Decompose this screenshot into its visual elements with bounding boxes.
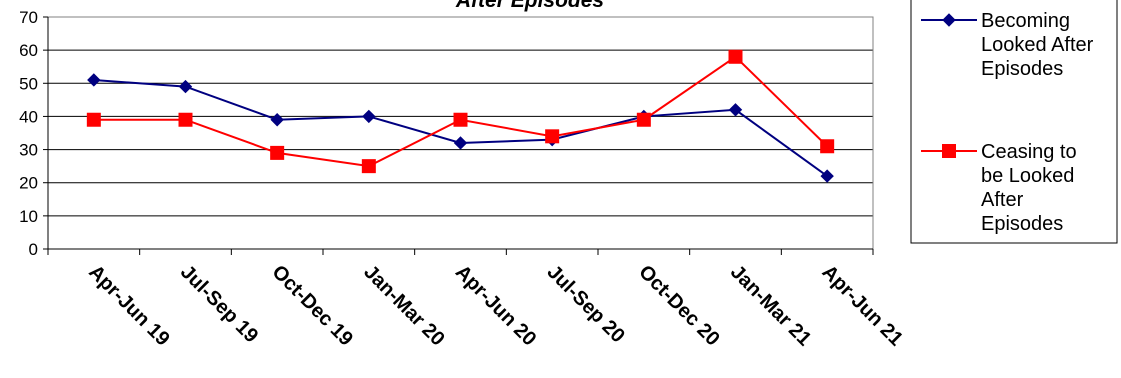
y-tick-label: 10	[19, 207, 38, 226]
y-tick-label: 70	[19, 8, 38, 27]
data-point	[178, 112, 193, 127]
legend-label: Ceasing to	[981, 141, 1077, 163]
data-point	[362, 109, 376, 124]
y-tick-label: 30	[19, 141, 38, 160]
x-tick-label: Jan-Mar 20	[359, 261, 448, 350]
gridlines	[48, 49, 873, 217]
legend-label: After	[981, 189, 1024, 211]
x-tick-label: Oct-Dec 19	[268, 261, 357, 350]
legend-marker	[942, 13, 956, 27]
y-tick-label: 20	[19, 174, 38, 193]
series-layer	[86, 49, 835, 183]
x-tick-label: Apr-Jun 20	[451, 261, 540, 350]
legend-label: Episodes	[981, 58, 1063, 80]
data-point	[636, 112, 651, 127]
data-point	[820, 139, 835, 154]
data-point	[453, 136, 468, 150]
data-point	[270, 113, 284, 127]
data-point	[453, 112, 468, 127]
data-point	[270, 145, 285, 160]
x-tick-label: Oct-Dec 20	[634, 261, 723, 350]
y-tick-label: 60	[19, 41, 38, 60]
chart-title: After Episodes	[455, 0, 604, 12]
y-tick-label: 0	[29, 240, 38, 259]
legend-label: be Looked	[981, 165, 1074, 187]
legend-label: Episodes	[981, 213, 1063, 235]
data-point	[87, 73, 101, 87]
x-tick-label: Apr-Jun 21	[818, 261, 907, 350]
data-point	[86, 112, 101, 127]
x-tick-label: Jul-Sep 20	[543, 261, 629, 347]
x-tick-label: Apr-Jun 19	[84, 261, 173, 350]
legend-label: Looked After	[981, 34, 1094, 56]
x-tick-label: Jul-Sep 19	[176, 261, 262, 347]
series-2	[86, 49, 835, 174]
data-point	[728, 49, 743, 64]
data-point	[728, 103, 743, 117]
data-point	[178, 79, 193, 94]
legend-label: Becoming	[981, 10, 1070, 32]
plot-area	[47, 16, 874, 250]
data-point	[820, 169, 834, 183]
data-point	[361, 159, 376, 174]
y-axis: 0 10 20 30 40 50 60 70	[19, 8, 49, 259]
series-1	[87, 73, 834, 183]
data-point	[545, 129, 560, 144]
x-axis: Apr-Jun 19 Jul-Sep 19 Oct-Dec 19 Jan-Mar 20…	[47, 248, 907, 350]
legend-marker	[942, 144, 956, 158]
legend-box	[910, 0, 1118, 244]
y-tick-label: 40	[19, 107, 38, 126]
series-line	[93, 78, 828, 177]
x-tick-label: Jan-Mar 21	[726, 261, 815, 350]
y-tick-label: 50	[19, 74, 38, 93]
